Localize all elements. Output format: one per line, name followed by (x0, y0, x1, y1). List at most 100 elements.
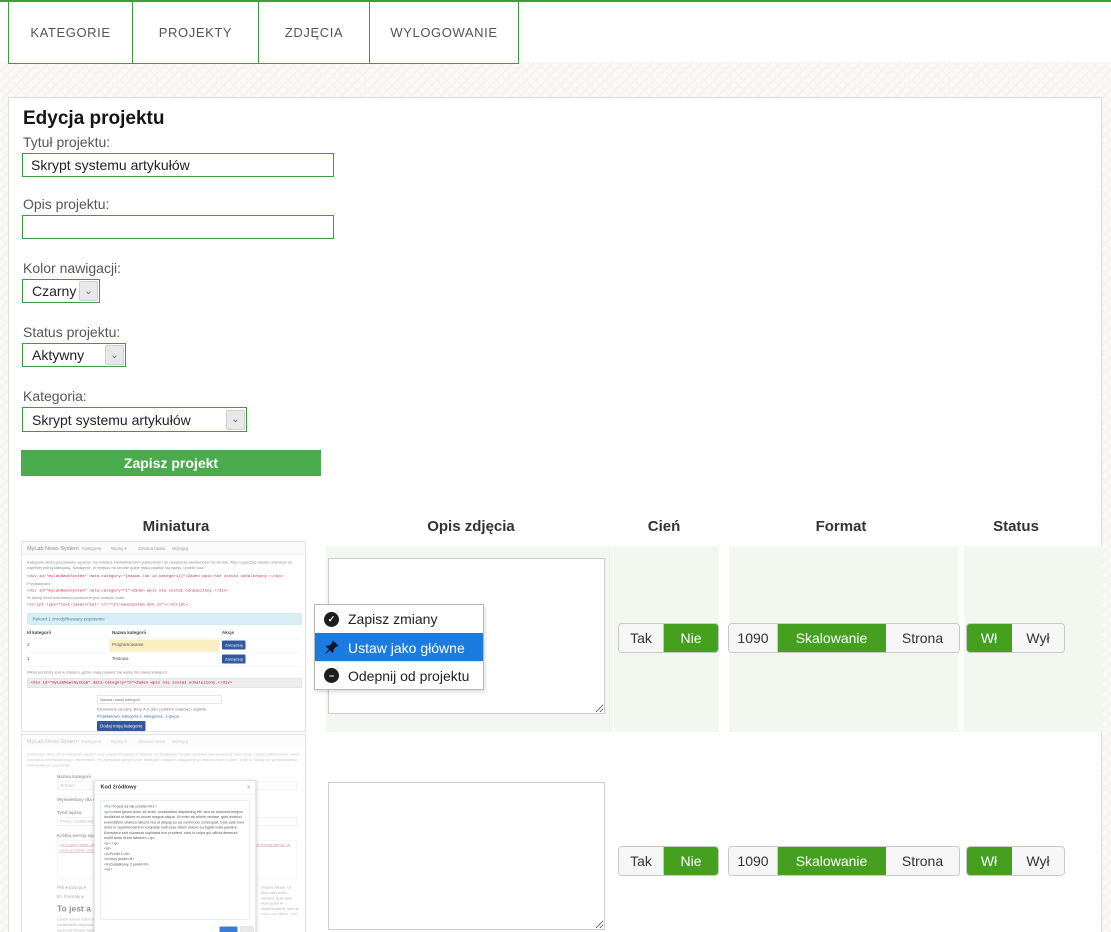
mini-nav-link: Wpisy ▾ (111, 739, 127, 744)
photo-thumbnail[interactable]: MyLab News System Kategorie Wpisy ▾ Zmia… (21, 734, 306, 932)
mini-help-1: Dozwolone są cyfry, litery A-Z (bez pols… (97, 707, 208, 712)
mini-cat-label: Nazwa kategorii (57, 774, 92, 779)
top-header: KATEGORIE PROJEKTY ZDJĘCIA WYLOGOWANIE (0, 0, 1111, 64)
photo-description-textarea[interactable] (328, 782, 605, 930)
mini-add-category-button: Dodaj moją kategorię (97, 721, 146, 731)
shadow-toggle-group: Tak Nie (618, 846, 719, 876)
mini-example-label: Przykładowo: (27, 581, 51, 587)
mini-nav-link: Kategorie (82, 739, 102, 744)
mini-manage-button: Zarządzaj (222, 640, 246, 650)
format-width-button[interactable]: 1090 (729, 847, 778, 875)
format-page-button[interactable]: Strona (886, 624, 959, 652)
format-page-button[interactable]: Strona (886, 847, 959, 875)
mini-navbar (22, 542, 305, 555)
col-header-format: Format (815, 518, 867, 535)
status-off-button[interactable]: Wył (1012, 624, 1064, 652)
check-circle-icon: ✓ (324, 611, 339, 627)
mini-article-heading: To jest a (57, 904, 91, 914)
photo-context-menu: ✓ Zapisz zmiany Ustaw jako główne − Odep… (314, 604, 484, 690)
project-title-input[interactable] (22, 153, 334, 177)
shadow-toggle-group: Tak Nie (618, 623, 719, 653)
menu-item-label: Odepnij od projektu (348, 667, 470, 684)
minus-circle-icon: − (324, 668, 339, 683)
mini-td: Programowanie (112, 642, 144, 647)
shadow-no-button[interactable]: Nie (664, 847, 718, 875)
mini-source-modal: Kod źródłowy × <h1>To jest aż tak proste… (94, 780, 256, 932)
col-header-status: Status (993, 518, 1039, 535)
main-nav: KATEGORIE PROJEKTY ZDJĘCIA WYLOGOWANIE (8, 2, 519, 64)
nav-tab-kategorie[interactable]: KATEGORIE (8, 2, 133, 64)
page-title: Edycja projektu (23, 108, 165, 129)
mini-th: Id kategorii (27, 630, 52, 635)
mini-td: 2 (27, 642, 30, 647)
format-toggle-group: 1090 Skalowanie Strona (728, 846, 960, 876)
category-value: Skrypt systemu artykułów (32, 411, 191, 428)
main-panel: Edycja projektu Tytuł projektu: Opis pro… (8, 97, 1102, 932)
mini-navbar (22, 735, 305, 748)
mini-code-1: <div id="myLabNewsSystem" data-category=… (27, 574, 284, 579)
mini-lorem-right: magna aliqua. Ut enim ad minim veniam, q… (261, 885, 299, 915)
nav-tab-zdjecia[interactable]: ZDJĘCIA (259, 2, 370, 64)
nav-tab-projekty[interactable]: PROJEKTY (133, 2, 259, 64)
save-project-button[interactable]: Zapisz projekt (21, 450, 321, 476)
mini-brand: MyLab News System (27, 738, 79, 745)
mini-td: 1 (27, 656, 30, 661)
shadow-yes-button[interactable]: Tak (619, 624, 664, 652)
mini-nav-link: Zmiana hasła (138, 739, 166, 744)
chevron-down-icon: ⌄ (79, 281, 98, 301)
status-off-button[interactable]: Wył (1012, 847, 1064, 875)
nav-color-select[interactable]: Czarny ⌄ (22, 279, 100, 303)
close-icon: × (246, 783, 251, 791)
mini-manage-button: Zarządzaj (222, 654, 246, 664)
status-toggle-group: Wł Wył (966, 846, 1065, 876)
mini-title-label: Tytuł wpisu: (57, 810, 83, 815)
category-select[interactable]: Skrypt systemu artykułów ⌄ (22, 407, 247, 432)
mini-th: Akcje (222, 630, 235, 635)
mini-nav-link: Wpisy ▾ (111, 546, 127, 551)
menu-item-save-changes[interactable]: ✓ Zapisz zmiany (315, 605, 483, 633)
status-on-button[interactable]: Wł (967, 847, 1012, 875)
shadow-no-button[interactable]: Nie (664, 624, 718, 652)
nav-tab-label: KATEGORIE (30, 25, 111, 40)
project-title-label: Tytuł projektu: (23, 134, 111, 150)
mini-code-3: <script type="text/javascript" src="js/n… (27, 602, 188, 608)
mini-td: Testowa (112, 656, 129, 661)
mini-source-code: <h1>To jest aż tak proste!</h1> <p>Lorem… (100, 800, 250, 920)
mini-alert: Rekord 1 zmodyfikowany poprawnie (27, 613, 302, 625)
photo-thumbnail[interactable]: MyLab News System Kategorie Wpisy ▾ Zmia… (21, 541, 306, 732)
mini-highlight-cell (109, 639, 220, 652)
mini-modal-title: Kod źródłowy (100, 784, 137, 790)
mini-paste-note: Wklej poniższy kod w miejscu, gdzie mają… (27, 670, 168, 675)
mini-toolbar-2: B I Formaty ▾ (57, 894, 84, 899)
mini-divider (27, 652, 302, 653)
mini-short-label: Krótka wersja wpisu: (57, 833, 103, 838)
project-status-value: Aktywny (32, 347, 85, 363)
menu-item-unpin-from-project[interactable]: − Odepnij od projektu (315, 661, 483, 689)
col-header-miniatura: Miniatura (142, 518, 210, 535)
chevron-down-icon: ⌄ (105, 345, 124, 365)
project-status-label: Status projektu: (23, 324, 121, 340)
status-toggle-group: Wł Wył (966, 623, 1065, 653)
thumbnail-content: MyLab News System Kategorie Wpisy ▾ Zmia… (22, 542, 305, 731)
project-description-label: Opis projektu: (23, 196, 110, 212)
mini-help-2: Przykładowo: kategoria-1, kategoria1, 1-… (97, 714, 179, 719)
mini-nav-link: Zmiana hasła (138, 546, 166, 551)
nav-tab-wylogowanie[interactable]: WYLOGOWANIE (370, 2, 519, 64)
format-scale-button[interactable]: Skalowanie (778, 847, 886, 875)
shadow-yes-button[interactable]: Tak (619, 847, 664, 875)
mini-nav-link: Wyloguj (172, 739, 188, 744)
mini-category-input (97, 695, 222, 704)
project-status-select[interactable]: Aktywny ⌄ (22, 343, 126, 367)
chevron-down-icon: ⌄ (226, 409, 245, 430)
mini-vis-label: Wyświetlany dla o… (57, 797, 101, 802)
mini-toolbar-1: Plik ▾ Edycja ▾ (57, 885, 87, 890)
mini-intro-text: Formularz służy do dodawania nowych oraz… (27, 752, 300, 768)
mini-intro-text: Kategorie służą grupowaniu wpisów. Są ró… (27, 560, 293, 570)
menu-item-set-as-main[interactable]: Ustaw jako główne (315, 633, 483, 661)
mini-nav-link: Wyloguj (172, 546, 188, 551)
format-width-button[interactable]: 1090 (729, 624, 778, 652)
project-description-input[interactable] (22, 215, 334, 239)
status-on-button[interactable]: Wł (967, 624, 1012, 652)
format-scale-button[interactable]: Skalowanie (778, 624, 886, 652)
